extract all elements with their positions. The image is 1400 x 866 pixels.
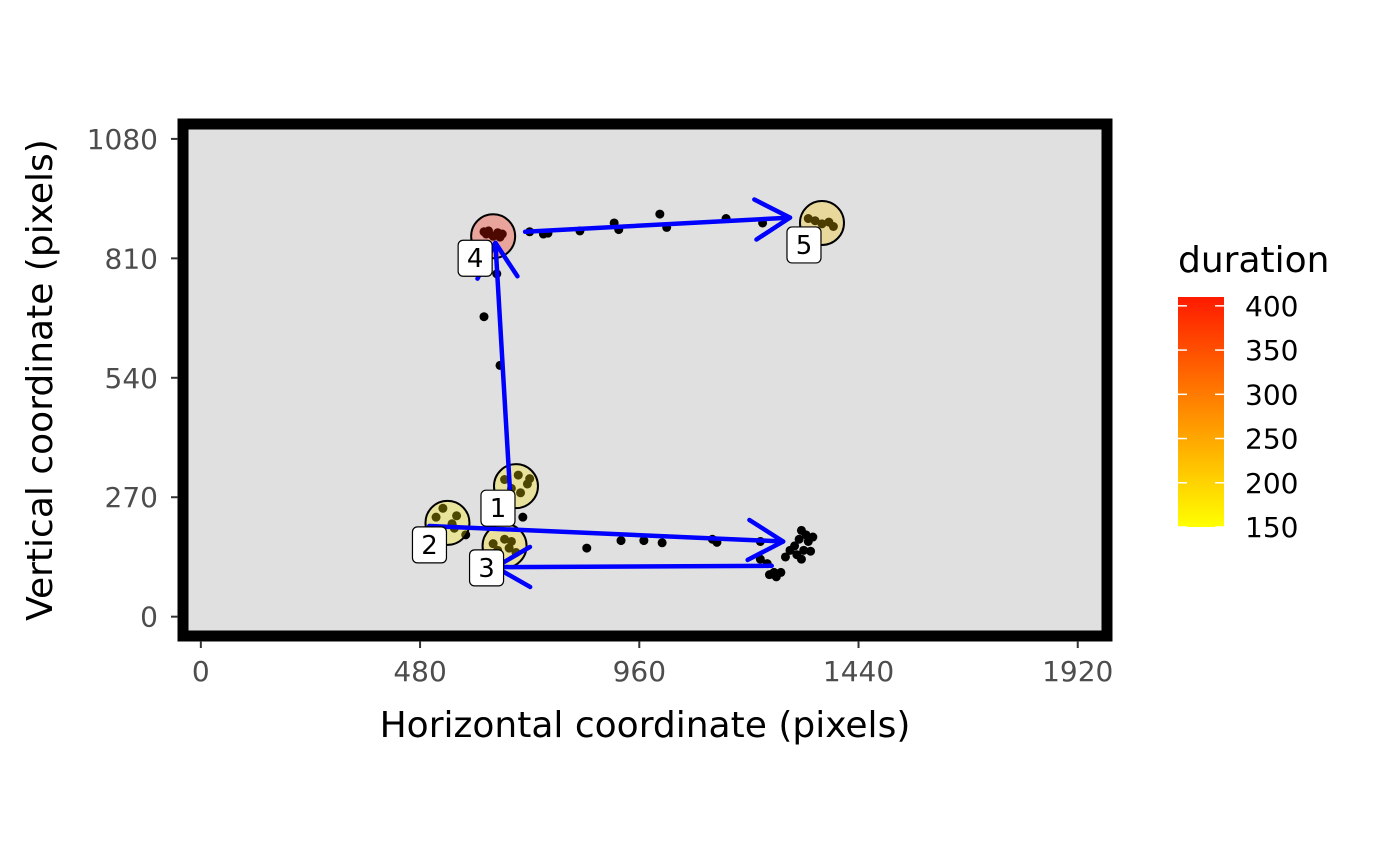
legend-tick-label: 400 [1245, 290, 1298, 323]
fixation-label-text: 5 [796, 231, 813, 261]
gaze-sample [497, 229, 507, 239]
legend-tick-label: 150 [1245, 511, 1298, 544]
gaze-sample [780, 552, 790, 562]
fixation-label-text: 4 [467, 244, 484, 274]
saccade-line [493, 563, 774, 570]
fixation-labels: 1 2 3 4 5 [411, 226, 822, 587]
saccade-arrowhead [745, 517, 786, 563]
gaze-sample [513, 470, 523, 480]
gaze-sample [500, 475, 510, 485]
gaze-sample [799, 545, 809, 555]
gaze-sample [810, 216, 820, 226]
x-axis-title: Horizontal coordinate (pixels) [380, 705, 911, 746]
gaze-sample [452, 511, 462, 521]
legend-tick-label: 250 [1245, 423, 1298, 456]
y-axis-title: Vertical coordinate (pixels) [20, 139, 61, 621]
y-tick-label: 1080 [87, 123, 158, 156]
y-tick-label: 0 [140, 601, 158, 634]
legend-tick-label: 200 [1245, 467, 1298, 500]
gaze-sample [808, 532, 818, 542]
gaze-sample [796, 525, 806, 535]
x-tick-label: 1440 [823, 655, 894, 688]
gaze-sample [525, 474, 535, 484]
fixation-label: 4 [457, 239, 493, 277]
legend: duration 400 350 300 250 200 150 [1178, 240, 1330, 544]
gaze-sample [655, 209, 665, 219]
legend-ticks: 400 350 300 250 200 150 [1178, 290, 1298, 544]
gaze-sample [639, 536, 649, 546]
gaze-sample [616, 536, 626, 546]
gaze-sample [479, 312, 489, 322]
x-tick-label: 480 [393, 655, 446, 688]
saccade-arrowhead [752, 197, 793, 242]
fixation-label-box [468, 549, 505, 587]
legend-title: duration [1178, 240, 1330, 281]
fixation-label: 5 [786, 226, 822, 264]
x-tick-label: 1920 [1042, 655, 1113, 688]
fixation-label: 1 [480, 489, 516, 527]
y-tick-label: 810 [105, 242, 158, 275]
gaze-sample [516, 488, 526, 498]
fixation-label-text: 2 [421, 531, 438, 561]
fixation-label-box [457, 239, 493, 277]
gaze-sample [796, 554, 806, 564]
fixation-label: 2 [411, 526, 448, 564]
gaze-sample [803, 214, 813, 224]
x-tick-label: 0 [192, 655, 210, 688]
gaze-sample [438, 503, 448, 513]
gaze-sample [500, 534, 510, 544]
x-tick-label: 960 [613, 655, 666, 688]
gaze-sample [506, 536, 516, 546]
legend-tick-label: 300 [1245, 378, 1298, 411]
saccades [426, 197, 793, 590]
saccade-line [426, 523, 786, 544]
gaze-sample [776, 567, 786, 577]
saccade-line [522, 215, 793, 235]
fixation-label-text: 3 [478, 554, 495, 584]
gaze-sample [657, 538, 667, 548]
gaze-sample [518, 512, 528, 522]
y-tick-label: 540 [105, 362, 158, 395]
gaze-sample [794, 534, 804, 544]
fixation-label-box [480, 489, 516, 527]
fixation-label-text: 1 [490, 494, 507, 524]
y-tick-label: 270 [105, 481, 158, 514]
gaze-sample [488, 539, 498, 549]
gaze-sample [828, 221, 838, 231]
fixation-label-box [786, 226, 822, 264]
gaze-sample [582, 543, 592, 553]
legend-colorbar [1178, 297, 1224, 527]
gaze-sample [431, 512, 441, 522]
fixation-label-box [411, 526, 448, 564]
saccade-line [493, 240, 514, 518]
axes: 0 480 960 1440 1920 0 270 540 810 1080 [87, 123, 1114, 688]
plot-panel [177, 118, 1113, 642]
legend-tick-label: 350 [1245, 334, 1298, 367]
gaze-sample [806, 546, 816, 556]
gaze-sample [817, 219, 827, 229]
gaze-sample [790, 541, 800, 551]
fixation-label: 3 [468, 549, 505, 587]
